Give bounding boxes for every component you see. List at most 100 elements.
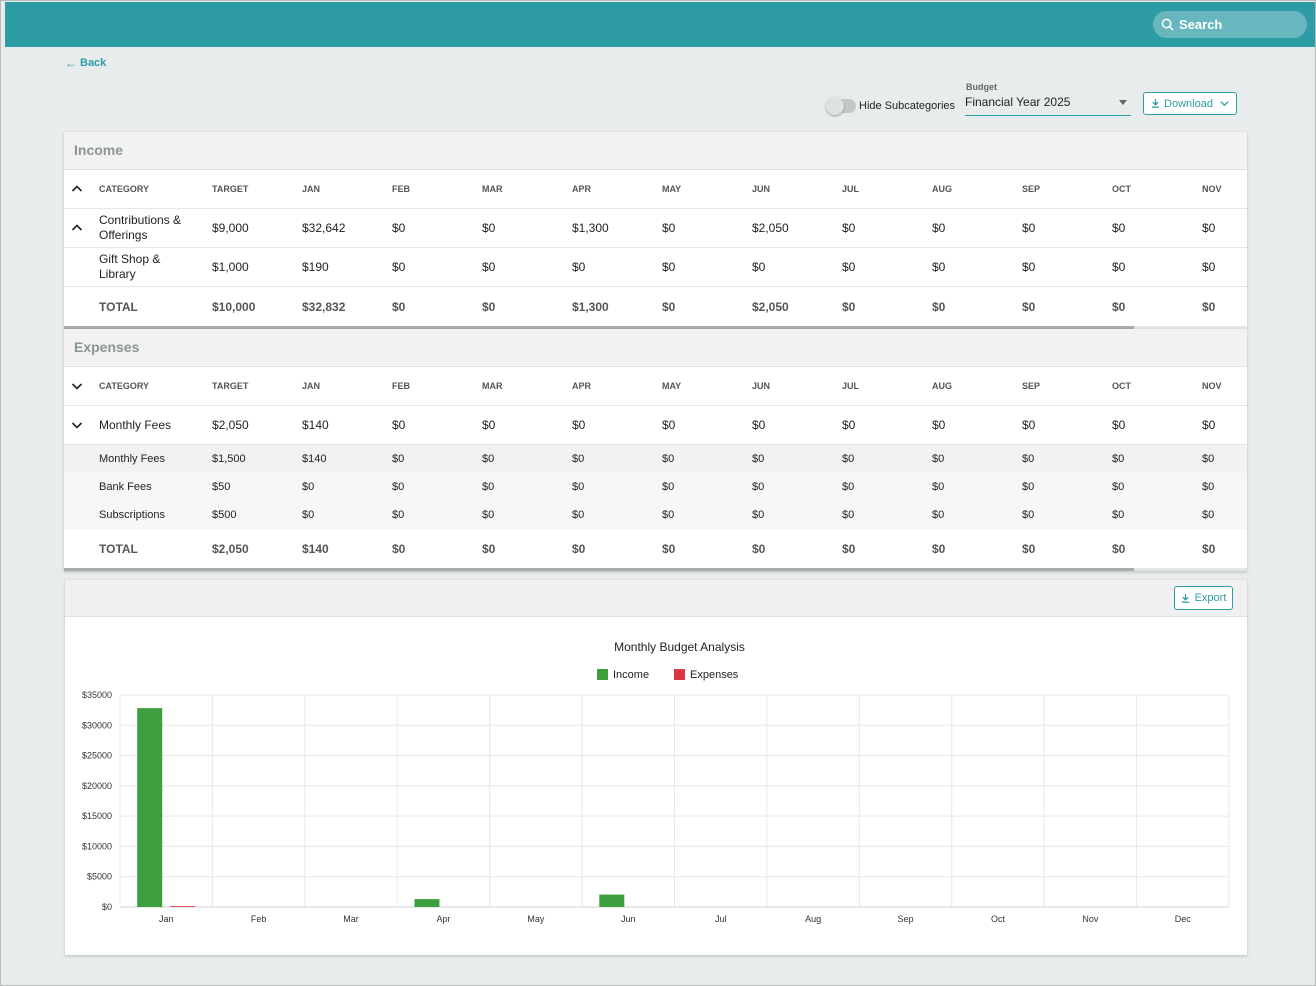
value-cell: $50 [212, 481, 231, 493]
value-cell: $0 [662, 221, 676, 235]
column-header: APR [572, 184, 592, 194]
category-cell: TOTAL [99, 541, 138, 556]
budget-controls: Hide Subcategories Budget Financial Year… [1, 81, 1315, 121]
expand-all-icon[interactable] [71, 380, 83, 392]
scrollbar-thumb[interactable] [64, 568, 1134, 571]
column-header: JAN [302, 184, 321, 194]
value-cell: $0 [662, 481, 675, 493]
y-tick-label: $20000 [82, 781, 112, 791]
hide-subcategories-label: Hide Subcategories [859, 100, 956, 112]
search-input[interactable] [1179, 17, 1299, 32]
search-box[interactable] [1153, 11, 1307, 38]
dropdown-caret-icon [1119, 100, 1127, 105]
budget-select[interactable]: Financial Year 2025 [965, 93, 1131, 116]
x-tick-label: May [527, 914, 545, 924]
y-tick-label: $25000 [82, 751, 112, 761]
value-cell: $0 [482, 541, 496, 556]
x-tick-label: Jan [159, 914, 174, 924]
bar-income-jan[interactable] [137, 708, 163, 907]
value-cell: $0 [1022, 453, 1035, 465]
value-cell: $2,050 [212, 418, 249, 432]
value-cell: $0 [482, 481, 495, 493]
category-cell: Gift Shop & Library [99, 252, 161, 281]
toggle-knob [826, 97, 844, 115]
x-tick-label: Nov [1082, 914, 1099, 924]
column-header: TARGET [212, 184, 249, 194]
value-cell: $0 [752, 509, 765, 521]
value-cell: $2,050 [752, 221, 789, 235]
column-header: APR [572, 381, 592, 391]
value-cell: $0 [1202, 418, 1216, 432]
bar-expenses-jan[interactable] [170, 906, 196, 907]
value-cell: $0 [842, 299, 856, 314]
column-header: FEB [392, 184, 410, 194]
column-header: TARGET [212, 381, 249, 391]
download-label: Download [1164, 97, 1213, 110]
value-cell: $0 [482, 453, 495, 465]
category-cell: Subscriptions [99, 509, 166, 521]
expenses-card: Expenses CATEGORY TARGET JAN FEB MAR APR MAY JU… [64, 329, 1247, 571]
column-header: JUN [752, 184, 771, 194]
value-cell: $0 [1202, 221, 1216, 235]
value-cell: $0 [482, 221, 496, 235]
y-tick-label: $35000 [82, 690, 112, 700]
value-cell: $2,050 [752, 299, 789, 314]
column-header: JUL [842, 184, 860, 194]
value-cell: $0 [1202, 453, 1215, 465]
y-tick-label: $0 [102, 902, 112, 912]
value-cell: $0 [1022, 541, 1036, 556]
top-bar [5, 2, 1315, 47]
chart-title: Monthly Budget Analysis [614, 640, 745, 654]
value-cell: $9,000 [212, 221, 249, 235]
category-cell: TOTAL [99, 299, 138, 314]
expenses-title: Expenses [64, 329, 1247, 367]
x-tick-label: Jul [715, 914, 727, 924]
export-button[interactable]: Export [1174, 586, 1233, 610]
value-cell: $0 [572, 260, 586, 274]
column-header: MAR [482, 184, 503, 194]
value-cell: $0 [752, 541, 766, 556]
value-cell: $0 [842, 541, 856, 556]
bar-income-jun[interactable] [599, 894, 625, 907]
value-cell: $0 [302, 481, 315, 493]
value-cell: $0 [1022, 418, 1036, 432]
value-cell: $0 [1022, 509, 1035, 521]
value-cell: $0 [752, 418, 766, 432]
value-cell: $1,500 [212, 453, 246, 465]
bar-income-apr[interactable] [414, 899, 440, 907]
category-cell: Monthly Fees [99, 453, 166, 465]
value-cell: $2,050 [212, 541, 249, 556]
collapse-all-icon[interactable] [71, 183, 83, 195]
total-row: TOTAL $2,050 $140 $0 $0 $0 $0 $0 $0 $0 $0 $0 $0 [64, 529, 1247, 568]
download-icon [1151, 99, 1160, 108]
x-tick-label: Apr [436, 914, 450, 924]
table-row: Contributions & Offerings $9,000 $32,642 $0… [64, 209, 1247, 248]
value-cell: $0 [1022, 260, 1036, 274]
download-button[interactable]: Download [1143, 92, 1237, 115]
hide-subcategories-toggle[interactable] [826, 97, 856, 115]
y-tick-label: $30000 [82, 720, 112, 730]
table-row: Gift Shop & Library $1,000 $190 $0 $0 $0 $0 $0 $… [64, 248, 1247, 287]
column-header: JAN [302, 381, 321, 391]
x-tick-label: Aug [805, 914, 821, 924]
value-cell: $0 [392, 453, 405, 465]
chevron-down-icon[interactable] [71, 419, 83, 431]
value-cell: $0 [932, 221, 946, 235]
chevron-up-icon[interactable] [71, 222, 83, 234]
value-cell: $140 [302, 541, 329, 556]
value-cell: $0 [662, 260, 676, 274]
column-header: SEP [1022, 184, 1041, 194]
legend-swatch [597, 669, 608, 680]
value-cell: $0 [1112, 509, 1125, 521]
expenses-scrollbar[interactable] [64, 568, 1247, 571]
monthly-budget-chart: Monthly Budget Analysis Income Expenses $0 $… [82, 640, 1230, 924]
back-link[interactable]: ← Back [65, 56, 106, 70]
scrollbar-thumb[interactable] [64, 326, 1134, 329]
table-header-row: CATEGORY TARGET JAN FEB MAR APR MAY JUN JUL AUG SE… [64, 367, 1247, 406]
value-cell: $0 [392, 260, 406, 274]
value-cell: $0 [392, 418, 406, 432]
value-cell: $140 [302, 418, 329, 432]
x-tick-label: Jun [621, 914, 636, 924]
income-scrollbar[interactable] [64, 326, 1247, 329]
